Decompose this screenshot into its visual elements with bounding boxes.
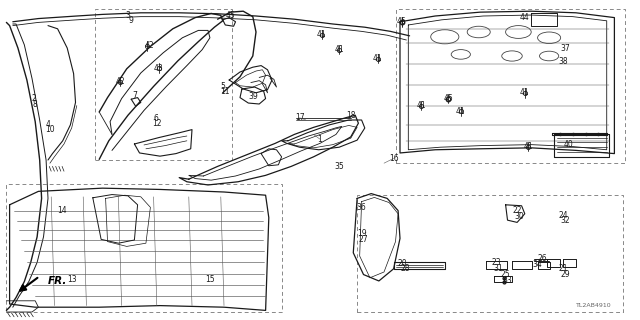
Text: 39: 39 — [248, 92, 258, 101]
Bar — [95, 9, 232, 160]
Text: 41: 41 — [372, 54, 383, 63]
Text: 12: 12 — [153, 119, 162, 128]
Text: 21: 21 — [559, 264, 568, 273]
Text: 41: 41 — [317, 30, 327, 39]
Text: 28: 28 — [401, 264, 410, 273]
Text: 41: 41 — [520, 88, 530, 97]
Text: 43: 43 — [154, 64, 164, 73]
Text: 42: 42 — [144, 41, 154, 50]
Text: 38: 38 — [558, 57, 568, 66]
Bar — [396, 9, 625, 163]
Text: 24: 24 — [558, 211, 568, 220]
Text: 5: 5 — [220, 82, 225, 91]
Text: 45: 45 — [225, 11, 236, 20]
Text: 22: 22 — [513, 206, 522, 215]
Text: 41: 41 — [456, 107, 466, 116]
Text: 23: 23 — [491, 258, 501, 267]
Text: 11: 11 — [221, 87, 230, 96]
Text: 45: 45 — [397, 17, 407, 26]
Text: 41: 41 — [523, 142, 533, 151]
Text: 3: 3 — [125, 11, 131, 20]
Text: 2: 2 — [31, 94, 36, 103]
Text: 29: 29 — [560, 270, 570, 279]
Text: 9: 9 — [128, 16, 133, 25]
Text: 34: 34 — [532, 260, 543, 269]
Bar — [6, 184, 282, 312]
Text: 25: 25 — [500, 270, 511, 279]
Text: 20: 20 — [397, 259, 407, 268]
Text: 15: 15 — [205, 276, 215, 284]
Text: 37: 37 — [560, 44, 570, 53]
Text: 27: 27 — [358, 235, 368, 244]
Text: 42: 42 — [115, 77, 125, 86]
Text: 41: 41 — [416, 101, 426, 110]
Text: TL2AB4910: TL2AB4910 — [575, 303, 611, 308]
Text: 44: 44 — [520, 13, 530, 22]
Text: 8: 8 — [33, 100, 38, 109]
Text: 14: 14 — [57, 206, 67, 215]
Text: 4: 4 — [45, 120, 51, 129]
Text: 19: 19 — [356, 229, 367, 238]
Text: 35: 35 — [334, 162, 344, 171]
Text: 17: 17 — [294, 113, 305, 122]
Text: 13: 13 — [67, 276, 77, 284]
Text: 6: 6 — [153, 114, 158, 123]
Text: 1: 1 — [317, 135, 323, 144]
Text: 45: 45 — [443, 94, 453, 103]
Text: FR.: FR. — [48, 276, 67, 286]
Text: 36: 36 — [356, 203, 367, 212]
Bar — [357, 195, 623, 312]
Text: 16: 16 — [388, 154, 399, 163]
Text: 18: 18 — [346, 111, 355, 120]
Text: 33: 33 — [502, 276, 513, 285]
Text: 30: 30 — [514, 212, 524, 220]
Text: 26: 26 — [538, 254, 548, 263]
Text: 10: 10 — [45, 125, 55, 134]
Text: 40: 40 — [563, 140, 573, 148]
Text: 32: 32 — [560, 216, 570, 225]
Text: 41: 41 — [334, 45, 344, 54]
Text: 31: 31 — [493, 264, 503, 273]
Text: 7: 7 — [132, 91, 137, 100]
